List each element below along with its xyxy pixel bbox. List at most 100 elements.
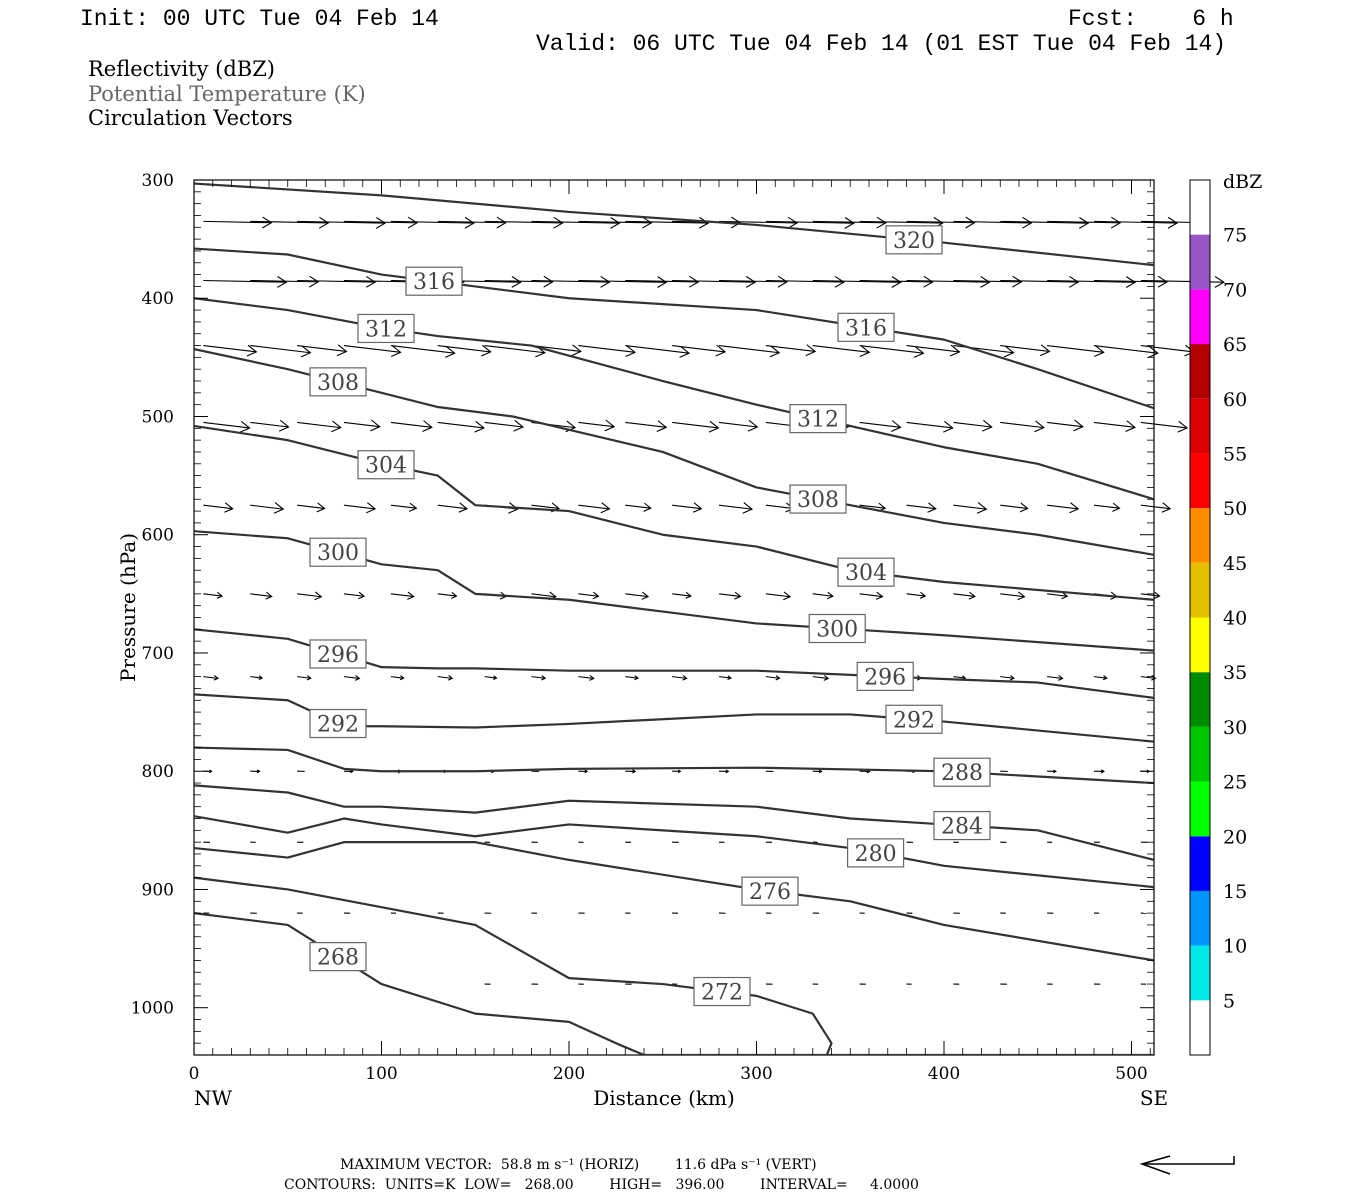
circulation-vector xyxy=(1093,502,1121,512)
y-tick-label: 800 xyxy=(142,762,174,782)
vector-shaft xyxy=(859,421,901,428)
colorbar-swatch xyxy=(1190,398,1210,454)
theta-contour-300: 300 300 xyxy=(194,530,1154,652)
contour-label-text: 316 xyxy=(845,316,887,341)
vector-shaft xyxy=(625,344,690,354)
vector-head xyxy=(769,345,781,358)
vector-shaft xyxy=(906,593,926,597)
circulation-vector xyxy=(250,419,290,432)
contour-label-text: 276 xyxy=(749,880,791,905)
vector-head xyxy=(641,591,650,600)
x-axis-right-end-label: SE xyxy=(1140,1086,1168,1110)
vector-head xyxy=(216,591,224,599)
circulation-vector xyxy=(765,591,792,601)
circulation-vector xyxy=(812,344,871,357)
vector-head xyxy=(642,216,653,229)
circulation-vector xyxy=(672,675,688,681)
vector-head xyxy=(458,502,469,513)
circulation-vector xyxy=(1140,675,1157,681)
vector-shaft xyxy=(906,279,990,283)
circulation-vector xyxy=(953,216,1033,229)
vector-shaft xyxy=(765,344,816,353)
circulation-vector xyxy=(531,675,547,681)
contour-label-box xyxy=(885,704,943,734)
contour-label-box xyxy=(789,404,847,434)
vector-head xyxy=(919,591,927,599)
vector-shaft xyxy=(1093,421,1136,428)
contour-label: 316 xyxy=(837,312,895,342)
circulation-vector xyxy=(390,420,433,432)
contour-info-note: CONTOURS: UNITS=K LOW= 268.00 HIGH= 396.… xyxy=(284,1177,919,1193)
contour-label-box xyxy=(309,708,367,739)
vector-head xyxy=(859,345,871,357)
valid-time: Valid: 06 UTC Tue 04 Feb 14 (01 EST Tue … xyxy=(536,31,1227,57)
colorbar-level-label: 15 xyxy=(1223,881,1247,903)
contour-label-box xyxy=(309,639,367,669)
circulation-vector xyxy=(484,419,524,432)
contour-label-box xyxy=(933,810,991,841)
vector-shaft xyxy=(765,279,844,283)
vector-head xyxy=(982,419,993,432)
circulation-vector xyxy=(437,344,492,357)
vector-head xyxy=(1078,217,1090,229)
circulation-vector xyxy=(906,276,991,288)
vector-head xyxy=(314,591,323,601)
vector-shaft xyxy=(531,220,620,224)
vector-shaft xyxy=(812,593,833,597)
vector-head xyxy=(422,420,433,432)
vector-head xyxy=(492,675,498,681)
contour-label-box xyxy=(885,225,943,255)
vector-shaft xyxy=(1093,504,1120,509)
circulation-vector xyxy=(437,502,469,513)
y-axis-label: Pressure (hPa) xyxy=(116,533,140,682)
plot-area xyxy=(193,179,1155,1056)
reference-vector-shaft xyxy=(1142,1156,1235,1165)
vector-shaft xyxy=(1093,220,1178,224)
vector-shaft xyxy=(1047,220,1121,224)
vector-shaft xyxy=(672,676,687,679)
contour-label-box xyxy=(357,313,415,344)
circulation-vector xyxy=(250,591,273,600)
vector-head xyxy=(682,675,688,681)
vector-shaft xyxy=(250,344,311,354)
vector-shaft xyxy=(250,593,272,597)
vector-shaft xyxy=(531,344,581,353)
circulation-vector xyxy=(718,502,754,514)
contour-label-box xyxy=(405,266,463,296)
reference-vector-arrow xyxy=(1139,1155,1235,1175)
vector-shaft xyxy=(718,279,788,283)
vector-shaft xyxy=(578,676,594,680)
vector-head xyxy=(1017,591,1026,601)
vector-shaft xyxy=(953,676,966,679)
vector-head xyxy=(399,675,405,681)
theta-contour-320: 320 xyxy=(194,182,1154,267)
vector-head xyxy=(262,216,273,229)
vector-shaft xyxy=(1000,421,1044,429)
vector-shaft xyxy=(859,593,883,598)
vector-shaft xyxy=(953,220,1032,224)
colorbar-swatch xyxy=(1190,234,1210,290)
circulation-vector xyxy=(672,344,727,357)
vector-shaft xyxy=(625,279,699,283)
vector-shaft xyxy=(390,344,455,354)
vector-shaft xyxy=(859,279,933,283)
circulation-vector xyxy=(765,275,845,288)
contour-label: 304 xyxy=(837,557,895,587)
vector-head xyxy=(632,769,637,774)
vector-shaft xyxy=(343,344,401,353)
colorbar-swatch xyxy=(1190,890,1210,946)
contour-label: 312 xyxy=(789,404,847,434)
contour-label: 276 xyxy=(741,876,799,906)
contour-label-box xyxy=(693,976,751,1007)
vector-shaft xyxy=(578,220,652,224)
vector-head xyxy=(354,674,361,681)
x-tick-label: 100 xyxy=(365,1064,397,1084)
vector-head xyxy=(589,674,595,681)
dbz-colorbar: 5 10 15 20 25 30 35 40 45 50 55 60 65 70 75 dBZ xyxy=(1189,171,1262,1056)
vector-head xyxy=(1073,419,1084,432)
colorbar-swatch xyxy=(1190,726,1210,782)
theta-contour-312: 312 312 xyxy=(194,297,1154,501)
circulation-vector xyxy=(1000,275,1080,288)
circulation-vector xyxy=(343,591,366,600)
vector-head xyxy=(407,216,419,229)
